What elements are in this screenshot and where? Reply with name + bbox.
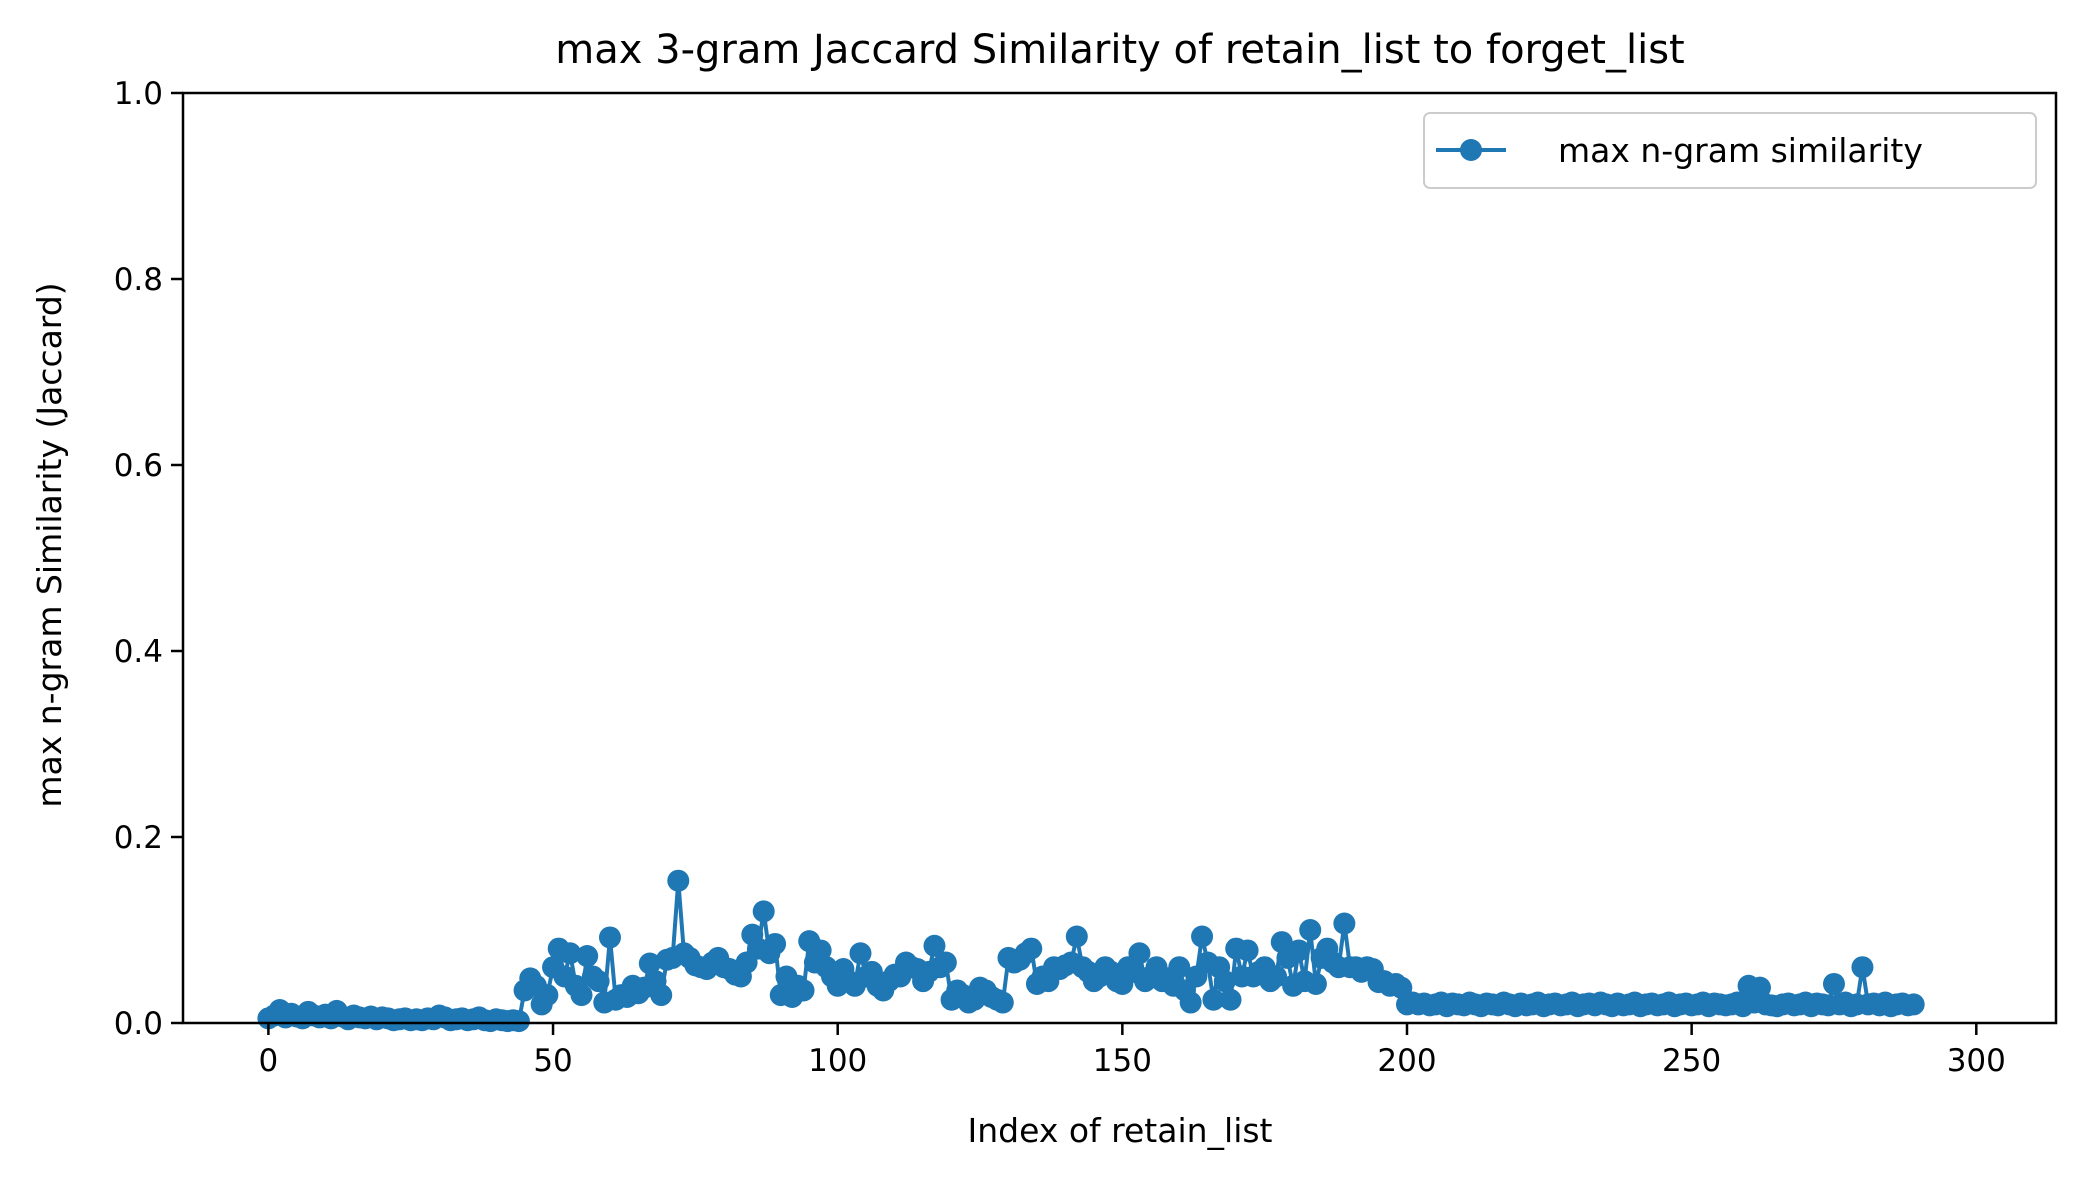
legend-label: max n-gram similarity xyxy=(1558,131,1923,170)
x-tick-label: 300 xyxy=(1947,1043,2006,1079)
data-point xyxy=(1299,919,1322,941)
x-tick-label: 50 xyxy=(533,1043,572,1079)
y-tick-label: 0.2 xyxy=(114,820,163,856)
chart-title: max 3-gram Jaccard Similarity of retain_… xyxy=(555,27,1684,73)
data-point xyxy=(1191,925,1214,948)
legend-frame xyxy=(1423,112,2037,189)
axes-frame xyxy=(181,91,2058,1025)
data-point xyxy=(507,1010,530,1033)
data-point xyxy=(1236,939,1259,962)
data-point xyxy=(587,970,610,993)
y-tick-label: 0.6 xyxy=(114,448,163,484)
data-point xyxy=(1822,972,1845,995)
x-axis-label: Index of retain_list xyxy=(968,1111,1273,1150)
data-point xyxy=(1213,970,1236,993)
data-point xyxy=(1020,937,1043,960)
y-tick-label: 0.8 xyxy=(114,262,163,298)
data-point xyxy=(752,900,775,923)
x-tick-label: 0 xyxy=(259,1043,279,1079)
data-point xyxy=(764,932,787,955)
data-point xyxy=(1902,993,1925,1016)
data-point xyxy=(849,942,872,965)
data-point xyxy=(1219,988,1242,1011)
data-point xyxy=(559,942,582,965)
data-point xyxy=(1128,942,1151,965)
data-point xyxy=(1168,956,1191,979)
legend: max n-gram similarity xyxy=(1423,112,2037,189)
data-point xyxy=(650,984,673,1007)
data-point xyxy=(792,979,815,1002)
data-point xyxy=(934,951,957,974)
y-axis-label: max n-gram Similarity (Jaccard) xyxy=(30,282,69,807)
data-point xyxy=(1333,912,1356,935)
y-tick-label: 0.4 xyxy=(114,634,163,670)
data-point xyxy=(1287,939,1310,962)
axes: 0 50 100 150 200 250 300 0.0 0.2 0.4 0.6 0.8 1.0 xyxy=(114,76,2058,1079)
data-point xyxy=(1065,925,1088,948)
data-point xyxy=(598,926,621,949)
data-point xyxy=(1304,972,1327,995)
data-point xyxy=(1202,988,1225,1011)
x-tick-label: 100 xyxy=(808,1043,867,1079)
data-point xyxy=(809,939,832,962)
y-tick-label: 1.0 xyxy=(114,76,163,112)
data-point xyxy=(923,934,946,957)
data-point xyxy=(570,984,593,1007)
legend-marker-swatch xyxy=(1460,139,1482,161)
x-tick-label: 200 xyxy=(1377,1043,1436,1079)
x-tick-label: 150 xyxy=(1093,1043,1152,1079)
plot-area xyxy=(257,869,1925,1033)
x-tick-label: 250 xyxy=(1662,1043,1721,1079)
data-point xyxy=(536,984,559,1007)
data-point xyxy=(1748,976,1771,999)
y-tick-label: 0.0 xyxy=(114,1006,163,1042)
data-point xyxy=(991,991,1014,1014)
data-point xyxy=(667,869,690,892)
data-point xyxy=(1265,965,1288,988)
data-point xyxy=(1390,976,1413,999)
data-point xyxy=(1851,956,1874,979)
data-point xyxy=(638,952,661,975)
data-point xyxy=(576,945,599,968)
data-point xyxy=(1179,991,1202,1014)
